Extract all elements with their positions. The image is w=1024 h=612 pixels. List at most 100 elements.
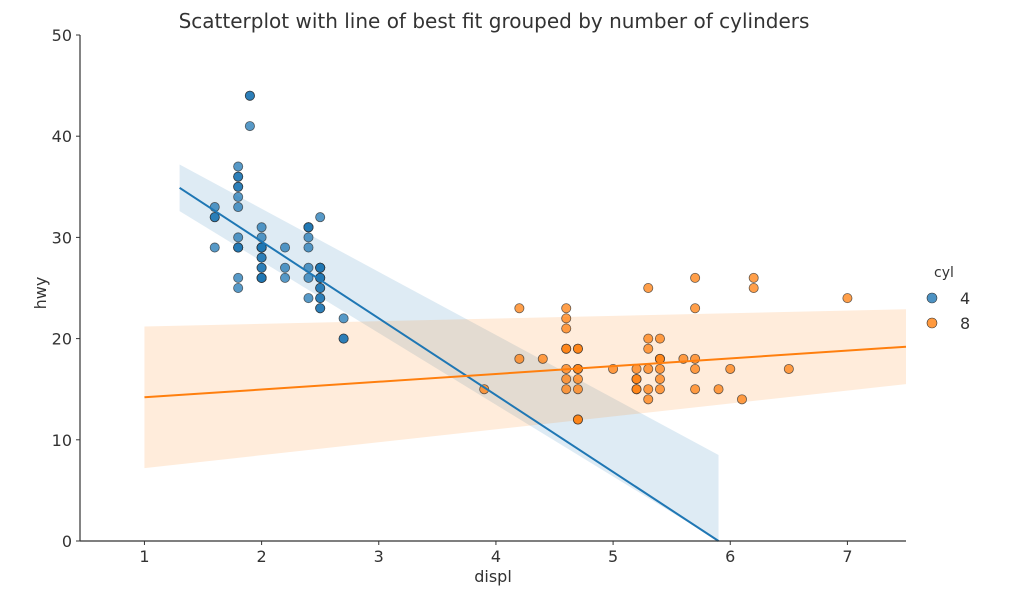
data-point-4 (233, 191, 244, 202)
data-point-8 (783, 363, 794, 374)
data-point-4 (256, 252, 267, 263)
data-point-8 (654, 374, 665, 385)
y-ticks: 0 10 20 30 40 50 (52, 26, 80, 551)
data-point-8 (631, 374, 642, 385)
data-point-8 (736, 394, 747, 405)
data-point-8 (537, 353, 548, 364)
data-point-8 (561, 384, 572, 395)
legend: cyl 4 8 (926, 265, 970, 333)
fit-line-8 (144, 345, 907, 399)
data-point-4 (280, 262, 291, 273)
fit-line-4 (179, 186, 720, 542)
data-point-4 (233, 272, 244, 283)
data-point-4 (280, 242, 291, 253)
data-point-4 (303, 242, 314, 253)
data-point-8 (725, 363, 736, 374)
data-point-4 (315, 282, 326, 293)
data-point-4 (256, 242, 267, 253)
legend-marker-8 (926, 317, 938, 329)
data-point-8 (514, 303, 525, 314)
confidence-band-8 (144, 309, 907, 469)
y-tick-label: 50 (52, 26, 72, 45)
x-tick-label: 2 (257, 547, 267, 566)
y-tick-label: 40 (52, 127, 72, 146)
data-point-4 (244, 121, 255, 132)
data-point-8 (572, 384, 583, 395)
legend-label-4: 4 (960, 289, 970, 308)
data-point-8 (643, 394, 654, 405)
data-point-8 (643, 282, 654, 293)
data-point-4 (303, 293, 314, 304)
confidence-bands (144, 164, 907, 541)
data-point-4 (338, 333, 349, 344)
data-point-4 (256, 272, 267, 283)
data-point-8 (713, 384, 724, 395)
data-point-8 (690, 303, 701, 314)
data-point-4 (233, 171, 244, 182)
x-tick-label: 3 (374, 547, 384, 566)
legend-title: cyl (934, 265, 954, 281)
y-tick-label: 30 (52, 228, 72, 247)
data-point-8 (631, 384, 642, 395)
data-point-8 (514, 353, 525, 364)
y-tick-label: 10 (52, 431, 72, 450)
data-point-8 (690, 384, 701, 395)
data-point-8 (654, 333, 665, 344)
x-tick-label: 5 (608, 547, 618, 566)
legend-label-8: 8 (960, 314, 970, 333)
data-point-8 (561, 323, 572, 334)
data-point-8 (690, 353, 701, 364)
data-point-8 (572, 343, 583, 354)
data-point-8 (748, 282, 759, 293)
data-point-4 (233, 161, 244, 172)
y-tick-label: 20 (52, 330, 72, 349)
y-axis-label: hwy (31, 277, 50, 310)
x-axis-label: displ (474, 567, 512, 586)
data-point-8 (643, 333, 654, 344)
data-point-8 (561, 343, 572, 354)
confidence-band-4 (179, 164, 719, 541)
data-point-4 (233, 232, 244, 243)
scatter-points (209, 90, 853, 425)
data-point-8 (654, 384, 665, 395)
data-point-8 (561, 303, 572, 314)
data-point-4 (315, 262, 326, 273)
data-point-4 (233, 202, 244, 213)
x-tick-label: 7 (842, 547, 852, 566)
data-point-8 (654, 363, 665, 374)
data-point-4 (244, 90, 255, 101)
data-point-8 (572, 414, 583, 425)
data-point-4 (209, 212, 220, 223)
data-point-8 (748, 272, 759, 283)
data-point-8 (643, 363, 654, 374)
x-tick-label: 1 (139, 547, 149, 566)
data-point-4 (315, 212, 326, 223)
data-point-8 (690, 363, 701, 374)
data-point-8 (690, 272, 701, 283)
data-point-4 (303, 222, 314, 233)
data-point-4 (233, 282, 244, 293)
data-point-8 (643, 384, 654, 395)
data-point-8 (842, 293, 853, 304)
data-point-4 (209, 242, 220, 253)
data-point-4 (233, 181, 244, 192)
x-tick-label: 6 (725, 547, 735, 566)
data-point-4 (280, 272, 291, 283)
data-point-4 (338, 313, 349, 324)
data-point-4 (315, 293, 326, 304)
data-point-4 (256, 262, 267, 273)
data-point-4 (233, 242, 244, 253)
y-tick-label: 0 (62, 532, 72, 551)
data-point-8 (572, 374, 583, 385)
x-tick-label: 4 (491, 547, 501, 566)
data-point-8 (561, 313, 572, 324)
data-point-4 (315, 303, 326, 314)
x-ticks: 1 2 3 4 5 6 7 (139, 541, 853, 566)
fit-lines (144, 186, 907, 542)
data-point-4 (303, 232, 314, 243)
data-point-4 (256, 222, 267, 233)
data-point-8 (643, 343, 654, 354)
chart-title: Scatterplot with line of best fit groupe… (179, 9, 810, 33)
